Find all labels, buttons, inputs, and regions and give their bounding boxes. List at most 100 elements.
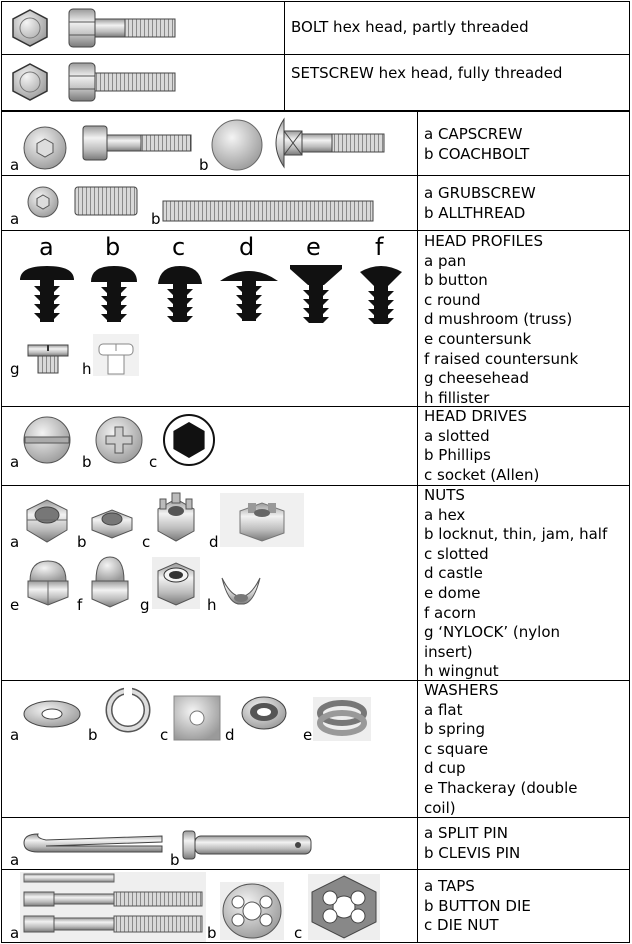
pan-head-profile bbox=[20, 266, 74, 322]
label-g: g bbox=[140, 596, 150, 614]
nuts-title: NUTS bbox=[424, 486, 465, 504]
hex-head-end-view bbox=[12, 63, 48, 101]
nut-dome: e dome bbox=[424, 583, 481, 602]
label-c: c bbox=[294, 924, 303, 942]
profile-fillister: h fillister bbox=[424, 388, 490, 407]
label-e: e bbox=[303, 726, 313, 744]
fillister-screw bbox=[93, 334, 139, 376]
label-d: d bbox=[225, 726, 235, 744]
label-b: b bbox=[88, 726, 98, 744]
socket-allen-drive-head bbox=[163, 414, 215, 466]
washer-square: c square bbox=[424, 739, 489, 758]
drive-socket: c socket (Allen) bbox=[424, 465, 540, 484]
cup-washer bbox=[241, 696, 287, 730]
head-profiles-text-cell: HEAD PROFILES a pan b button c round d m… bbox=[418, 231, 629, 407]
washer-thackeray-cont: coil) bbox=[424, 798, 456, 817]
acorn-nut bbox=[91, 556, 129, 608]
square-washer bbox=[173, 695, 221, 741]
washer-spring: b spring bbox=[424, 720, 485, 739]
nut-nylock-cont: insert) bbox=[424, 642, 473, 661]
bolt-image-cell bbox=[2, 2, 285, 54]
hex-nut bbox=[26, 499, 68, 543]
nut-castle: d castle bbox=[424, 564, 483, 583]
washer-thackeray: e Thackeray (double bbox=[424, 778, 578, 797]
washers-text-cell: WASHERS a flat b spring c square d cup e… bbox=[418, 681, 629, 817]
die-nut bbox=[308, 874, 380, 940]
spring-washer bbox=[105, 687, 151, 733]
row-bolt: BOLT hex head, partly threaded bbox=[1, 1, 630, 55]
row-grubscrew-allthread: a b a GRUBSCREW b ALLTHREAD bbox=[1, 175, 630, 231]
pins-image-cell: a b bbox=[2, 818, 418, 869]
bolt-text-cell: BOLT hex head, partly threaded bbox=[285, 2, 629, 54]
profile-label-c: c bbox=[172, 233, 186, 261]
label-a: a bbox=[10, 156, 20, 174]
row-washers: a b c d e WASHERS a flat bbox=[1, 680, 630, 818]
taps-dies-text-cell: a TAPS b BUTTON DIE c DIE NUT bbox=[418, 870, 629, 942]
label-c: c bbox=[160, 726, 169, 744]
bolt-description: BOLT hex head, partly threaded bbox=[291, 18, 529, 36]
washer-cup: d cup bbox=[424, 759, 466, 778]
label-c: c bbox=[142, 533, 151, 551]
taps-dies-image-cell: a b c bbox=[2, 870, 418, 942]
raised-countersunk-head-profile bbox=[360, 266, 402, 324]
row-head-profiles: a b c d e f bbox=[1, 230, 630, 407]
slotted-nut bbox=[157, 492, 195, 542]
label-b: b bbox=[82, 453, 92, 471]
label-d: d bbox=[209, 533, 219, 551]
clevis-pin bbox=[182, 830, 312, 860]
cheesehead-screw bbox=[27, 344, 69, 374]
label-a: a bbox=[10, 726, 20, 744]
countersunk-head-profile bbox=[290, 265, 342, 323]
nuts-text-cell: NUTS a hex b locknut, thin, jam, half c … bbox=[418, 486, 629, 680]
setscrew-image-cell bbox=[2, 55, 285, 110]
dome-nut bbox=[27, 560, 69, 606]
nut-locknut: b locknut, thin, jam, half bbox=[424, 525, 608, 544]
label-a: a bbox=[10, 851, 20, 869]
head-drives-text-cell: HEAD DRIVES a slotted b Phillips c socke… bbox=[418, 407, 629, 485]
slotted-drive-head bbox=[23, 416, 71, 464]
head-drives-title: HEAD DRIVES bbox=[424, 407, 527, 425]
profile-countersunk: e countersunk bbox=[424, 329, 532, 348]
button-die bbox=[220, 882, 284, 940]
label-f: f bbox=[77, 596, 83, 614]
capscrew-line: a CAPSCREW bbox=[424, 125, 523, 143]
grubscrew-line: a GRUBSCREW bbox=[424, 184, 536, 202]
capscrew-image-cell: a b bbox=[2, 112, 418, 175]
row-head-drives: a b c HEAD DRIVES a slotted b Phillips c… bbox=[1, 406, 630, 486]
split-pin bbox=[23, 833, 163, 853]
drive-slotted: a slotted bbox=[424, 426, 490, 445]
row-setscrew: SETSCREW hex head, fully threaded bbox=[1, 54, 630, 111]
profile-raised-countersunk: f raised countersunk bbox=[424, 349, 579, 368]
flat-washer bbox=[23, 700, 81, 728]
grubscrew-text-cell: a GRUBSCREW b ALLTHREAD bbox=[418, 176, 629, 230]
round-head-profile bbox=[158, 266, 202, 322]
head-profiles-title: HEAD PROFILES bbox=[424, 232, 544, 250]
allthread-line: b ALLTHREAD bbox=[424, 203, 526, 222]
washer-flat: a flat bbox=[424, 700, 463, 719]
nut-hex: a hex bbox=[424, 505, 466, 524]
profile-label-e: e bbox=[306, 233, 321, 261]
label-g: g bbox=[10, 360, 20, 378]
pins-text-cell: a SPLIT PIN b CLEVIS PIN bbox=[418, 818, 629, 869]
label-b: b bbox=[170, 851, 180, 869]
label-c: c bbox=[149, 453, 158, 471]
button-die-line: b BUTTON DIE bbox=[424, 896, 531, 915]
setscrew-side-view bbox=[68, 62, 176, 102]
label-b: b bbox=[77, 533, 87, 551]
profile-round: c round bbox=[424, 290, 481, 309]
nut-acorn: f acorn bbox=[424, 603, 477, 622]
thackeray-double-coil-washer bbox=[313, 697, 371, 741]
profile-mushroom: d mushroom (truss) bbox=[424, 310, 573, 329]
head-drives-image-cell: a b c bbox=[2, 407, 418, 485]
label-e: e bbox=[10, 596, 20, 614]
profile-label-a: a bbox=[39, 233, 54, 261]
phillips-drive-head bbox=[95, 416, 143, 464]
capscrew-side-view bbox=[82, 125, 192, 161]
profile-label-b: b bbox=[105, 233, 121, 261]
label-h: h bbox=[82, 360, 92, 378]
profile-pan: a pan bbox=[424, 251, 467, 270]
locknut-thin bbox=[91, 509, 133, 539]
button-head-profile bbox=[91, 266, 137, 322]
clevis-pin-line: b CLEVIS PIN bbox=[424, 843, 521, 862]
label-a: a bbox=[10, 924, 20, 942]
